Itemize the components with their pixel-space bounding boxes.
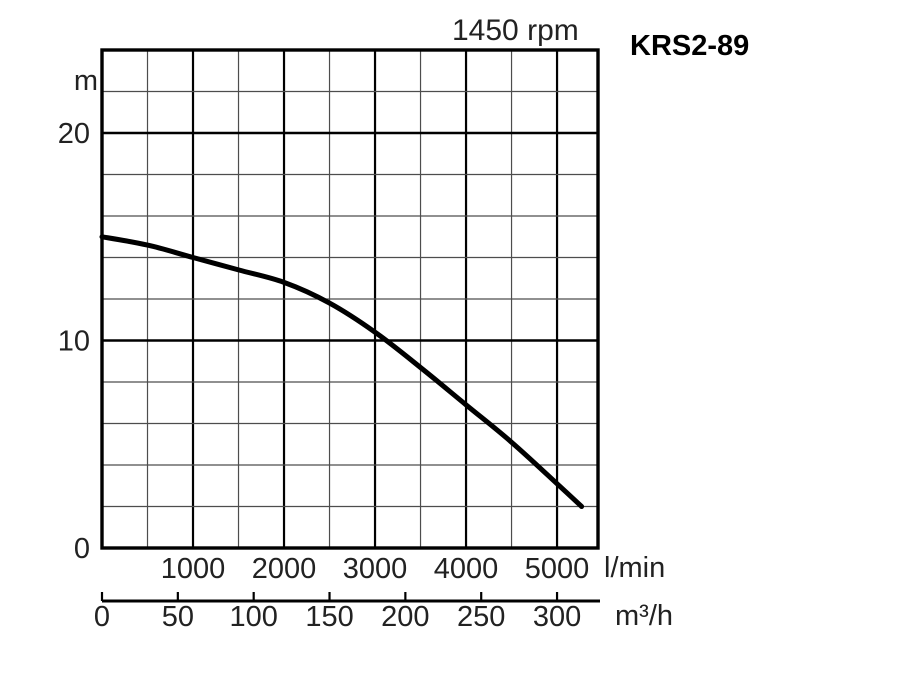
x-axis-secondary-unit-label: m³/h (615, 600, 673, 632)
plot-border (100, 48, 600, 550)
y-axis-unit-label: m (73, 65, 98, 97)
head-capacity-curve (99, 234, 585, 509)
y-axis-tick-label: 10 (58, 326, 90, 358)
x-axis-primary-unit-label: l/min (604, 552, 666, 584)
x-axis-lmin-tick-label: 2000 (252, 553, 317, 585)
x-axis-lmin-tick-label: 5000 (525, 553, 590, 585)
x-axis-m3h-tick-label: 100 (229, 601, 277, 633)
x-axis-m3h-tick-label: 50 (162, 601, 194, 633)
chart-title-rpm: 1450 rpm (452, 14, 579, 47)
x-axis-lmin-tick-label: 4000 (434, 553, 499, 585)
x-axis-lmin-tick-label: 1000 (161, 553, 226, 585)
x-axis-m3h-tick-label: 150 (305, 601, 353, 633)
y-axis-tick-label: 20 (58, 118, 90, 150)
x-axis-lmin-tick-label: 3000 (343, 553, 408, 585)
y-axis-tick-label: 0 (74, 533, 90, 565)
x-axis-m3h-tick-label: 300 (533, 601, 581, 633)
x-axis-m3h-tick-label: 0 (94, 601, 110, 633)
pump-model-label: KRS2-89 (630, 30, 750, 62)
x-axis-m3h-tick-label: 200 (381, 601, 429, 633)
x-axis-m3h-tick-label: 250 (457, 601, 505, 633)
